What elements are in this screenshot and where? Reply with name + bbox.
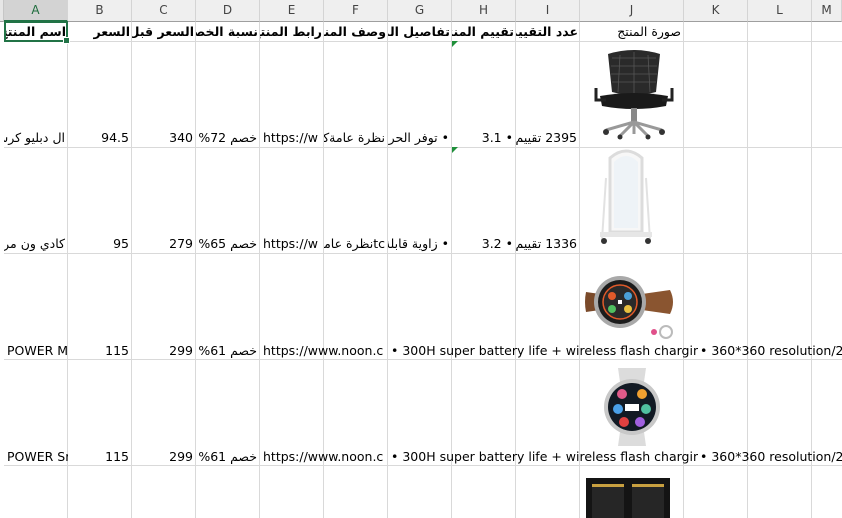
cell-rating[interactable]: • 3.1 bbox=[481, 130, 513, 145]
cell-product-name[interactable]: POWER Sr bbox=[7, 449, 68, 464]
cell-details[interactable]: • 300H super battery life + wireless fla… bbox=[391, 449, 698, 464]
cell-details[interactable]: • توفر الحرف bbox=[388, 130, 449, 145]
comment-indicator bbox=[452, 147, 458, 153]
cell-specs[interactable]: • 360*360 resolution/240 bbox=[700, 449, 842, 464]
cell-old-price[interactable]: 299 bbox=[169, 449, 193, 464]
column-header-m[interactable]: M bbox=[812, 0, 842, 22]
cell-old-price[interactable]: 340 bbox=[169, 130, 193, 145]
cell-discount[interactable]: خصم 72% bbox=[198, 130, 257, 145]
cell-link[interactable]: https://www.noon.c bbox=[263, 343, 384, 358]
column-header-i[interactable]: I bbox=[516, 0, 580, 22]
cell-rating-count[interactable]: 2395 تقييم bbox=[516, 130, 577, 145]
cell-product-name[interactable]: ال دبليو كرسي bbox=[4, 130, 65, 145]
column-header-d[interactable]: D bbox=[196, 0, 260, 22]
cell-link[interactable]: https://www.noon.c bbox=[263, 449, 384, 464]
header-product-name[interactable]: اسم المنتج bbox=[4, 24, 66, 39]
product-box-image[interactable] bbox=[582, 474, 674, 518]
column-header-l[interactable]: L bbox=[748, 0, 812, 22]
column-header-b[interactable]: B bbox=[68, 0, 132, 22]
cell-price[interactable]: 115 bbox=[105, 449, 129, 464]
column-header-e[interactable]: E bbox=[260, 0, 324, 22]
column-header-f[interactable]: F bbox=[324, 0, 388, 22]
select-all-corner[interactable] bbox=[0, 0, 4, 22]
header-rating-count[interactable]: عدد التقييمات bbox=[516, 24, 578, 39]
column-header-a[interactable]: A bbox=[4, 0, 68, 22]
cell-price[interactable]: 95 bbox=[113, 236, 129, 251]
standing-mirror-image[interactable] bbox=[598, 148, 654, 246]
cell-description[interactable]: نظرة عامةكر bbox=[324, 130, 385, 145]
cell-old-price[interactable]: 299 bbox=[169, 343, 193, 358]
header-old-price[interactable]: السعر قبل الخصم bbox=[132, 24, 194, 39]
header-rating[interactable]: تقييم المنتج bbox=[452, 24, 514, 39]
header-details[interactable]: تفاصيل المنتج bbox=[388, 24, 450, 39]
cell-price[interactable]: 115 bbox=[105, 343, 129, 358]
column-header-k[interactable]: K bbox=[684, 0, 748, 22]
column-header-h[interactable]: H bbox=[452, 0, 516, 22]
cell-discount[interactable]: خصم 65% bbox=[198, 236, 257, 251]
cell-rating[interactable]: • 3.2 bbox=[481, 236, 513, 251]
cell-discount[interactable]: خصم 61% bbox=[198, 343, 257, 358]
smartwatch-white-image[interactable] bbox=[588, 366, 678, 448]
smartwatch-brown-image[interactable] bbox=[582, 262, 682, 342]
fill-handle[interactable] bbox=[63, 37, 70, 44]
column-header-c[interactable]: C bbox=[132, 0, 196, 22]
header-description[interactable]: وصف المنتج bbox=[324, 24, 386, 39]
column-header-g[interactable]: G bbox=[388, 0, 452, 22]
header-discount[interactable]: نسبة الخصم bbox=[196, 24, 258, 39]
cell-description[interactable]: tcنظرة عامة bbox=[324, 236, 385, 251]
cell-product-name[interactable]: كادي ون مرا bbox=[4, 236, 65, 251]
header-link[interactable]: رابط المنتج bbox=[260, 24, 322, 39]
cell-discount[interactable]: خصم 61% bbox=[198, 449, 257, 464]
cell-rating-count[interactable]: 1336 تقييم bbox=[516, 236, 577, 251]
cell-price[interactable]: 94.5 bbox=[101, 130, 129, 145]
cell-details[interactable]: • زاوية قابلة bbox=[388, 236, 449, 251]
header-image[interactable]: صورة المنتج bbox=[617, 24, 681, 39]
cell-details[interactable]: • 300H super battery life + wireless fla… bbox=[391, 343, 698, 358]
comment-indicator bbox=[452, 41, 458, 47]
cell-link[interactable]: https://w bbox=[263, 236, 319, 251]
header-price[interactable]: السعر bbox=[93, 24, 130, 39]
cell-specs[interactable]: • 360*360 resolution/240 bbox=[700, 343, 842, 358]
cell-link[interactable]: https://w bbox=[263, 130, 319, 145]
cell-product-name[interactable]: POWER M bbox=[7, 343, 68, 358]
office-chair-image[interactable] bbox=[586, 44, 682, 140]
cell-old-price[interactable]: 279 bbox=[169, 236, 193, 251]
column-header-j[interactable]: J bbox=[580, 0, 684, 22]
